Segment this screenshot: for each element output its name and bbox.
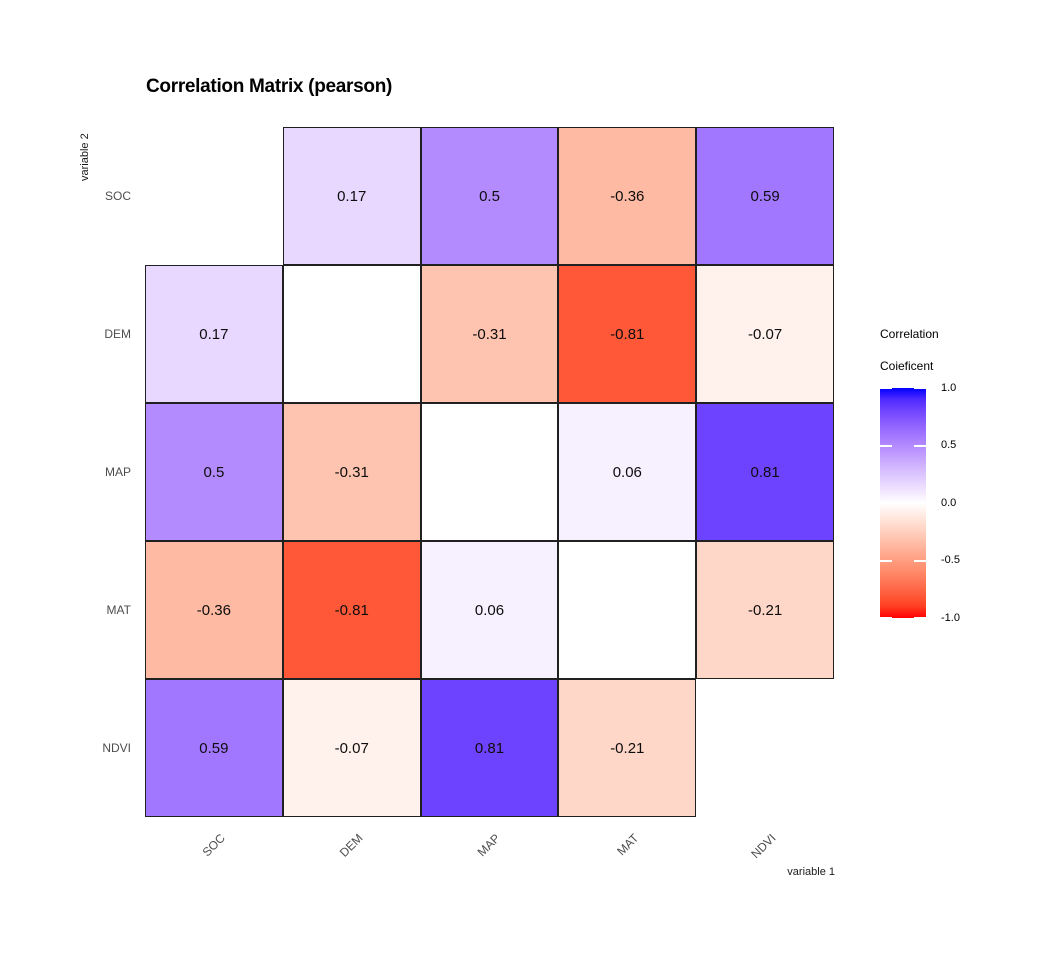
matrix-cell [282, 265, 421, 403]
legend-tick-mark [880, 502, 892, 504]
legend-colorbar [880, 387, 926, 619]
matrix-cell: 0.06 [558, 403, 697, 541]
legend-tick-mark [914, 387, 926, 389]
matrix-cell: -0.36 [558, 127, 697, 265]
legend-tick-mark [880, 387, 892, 389]
matrix-cell: 0.06 [420, 541, 559, 679]
cell-value: 0.06 [474, 601, 505, 619]
cell-value: -0.31 [472, 325, 507, 343]
cell-value: 0.06 [612, 463, 642, 481]
chart-title: Correlation Matrix (pearson) [146, 76, 393, 97]
matrix-cell: 0.17 [282, 127, 421, 265]
matrix-cell: 0.59 [145, 679, 283, 817]
matrix-cell [558, 541, 697, 679]
matrix-cell: -0.21 [558, 679, 697, 817]
cell-value: 0.81 [750, 463, 780, 481]
x-axis-label: DEM [336, 831, 366, 860]
legend-tick-label: 0.5 [941, 439, 957, 451]
cell-value: 0.17 [199, 325, 229, 343]
legend-tick-label: -1.0 [941, 611, 960, 624]
matrix-cell: -0.36 [145, 541, 283, 679]
cell-value: 0.5 [203, 463, 225, 481]
cell-value: 0.5 [479, 187, 500, 205]
legend-tick-mark [914, 502, 926, 504]
matrix-cell: -0.07 [696, 265, 834, 403]
legend-tick-mark [914, 617, 926, 619]
cell-value: 0.59 [750, 187, 780, 205]
x-axis-label: SOC [199, 831, 228, 860]
legend-tick-mark [914, 559, 926, 562]
cell-value: -0.21 [610, 739, 645, 757]
cell-value: -0.21 [747, 601, 783, 619]
matrix-cell: -0.81 [282, 541, 421, 679]
matrix-cell: -0.31 [282, 403, 421, 541]
matrix-cell: 0.5 [420, 127, 559, 265]
legend-tick-mark [880, 559, 892, 562]
cell-value: -0.07 [747, 325, 783, 343]
matrix-cell: -0.07 [282, 679, 421, 817]
matrix-cell [420, 403, 559, 541]
matrix-cell: -0.81 [558, 265, 697, 403]
matrix-cell: -0.31 [420, 265, 559, 403]
legend-tick-mark [914, 444, 926, 447]
y-axis-label: MAT [106, 603, 131, 617]
matrix-cell: 0.59 [696, 127, 834, 265]
cell-value: -0.07 [334, 739, 369, 757]
matrix-cell: 0.17 [145, 265, 283, 403]
legend-tick-label: 1.0 [941, 381, 957, 394]
cell-value: -0.36 [196, 601, 231, 619]
x-axis-label: MAT [614, 831, 642, 859]
legend-title-line2: Coieficent [880, 359, 934, 373]
y-axis-label: MAP [104, 465, 131, 479]
legend-title-line1: Correlation [880, 327, 939, 341]
y-axis-label: NDVI [102, 741, 131, 755]
legend-tick-mark [880, 444, 892, 447]
x-axis-title: variable 1 [787, 866, 835, 878]
legend-tick-mark [880, 617, 892, 619]
heatmap-plot-area: 0.17 0.5 -0.36 0.59 0.17 -0.31 -0.81 -0.07 0.5 -0… [145, 127, 834, 817]
matrix-cell: 0.5 [145, 403, 283, 541]
cell-value: -0.81 [610, 325, 645, 343]
x-axis-label: NDVI [748, 831, 780, 862]
cell-value: 0.17 [337, 187, 367, 205]
cell-value: -0.31 [334, 463, 369, 481]
cell-value: 0.59 [199, 739, 229, 757]
legend-tick-label: -0.5 [941, 554, 960, 566]
matrix-cell: 0.81 [696, 403, 834, 541]
cell-value: -0.36 [610, 187, 645, 205]
y-axis-label: SOC [104, 189, 131, 203]
matrix-cell: 0.81 [420, 679, 559, 817]
legend-tick-label: 0.0 [941, 496, 957, 509]
matrix-cell: -0.21 [696, 541, 834, 679]
x-axis-label: MAP [475, 831, 504, 860]
cell-value: 0.81 [474, 739, 505, 757]
cell-value: -0.81 [334, 601, 369, 619]
y-axis-label: DEM [104, 327, 131, 341]
